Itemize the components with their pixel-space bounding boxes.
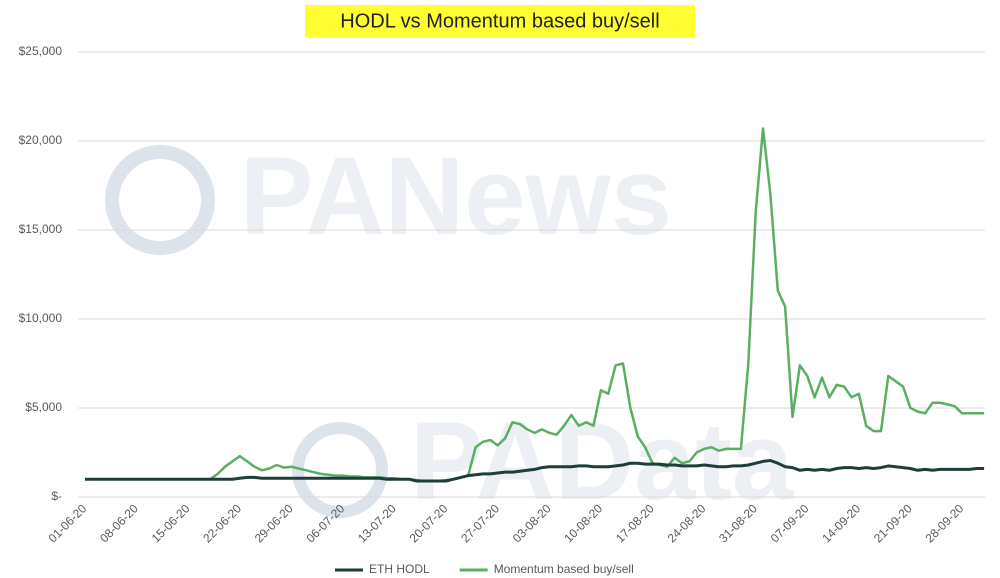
y-tick-label: $25,000: [19, 44, 63, 58]
x-tick-label: 29-06-20: [252, 501, 296, 545]
y-tick-label: $15,000: [19, 222, 63, 236]
x-tick-label: 14-09-20: [819, 501, 863, 545]
x-tick-label: 21-09-20: [871, 501, 915, 545]
x-tick-label: 22-06-20: [200, 501, 244, 545]
chart-title: HODL vs Momentum based buy/sell: [340, 10, 659, 32]
y-tick-label: $20,000: [19, 133, 63, 147]
watermark: PANews: [240, 135, 672, 258]
watermark-logo: [105, 145, 215, 255]
x-tick-label: 08-06-20: [97, 501, 141, 545]
y-tick-label: $-: [51, 489, 62, 503]
title-highlight: [305, 5, 695, 37]
y-tick-label: $5,000: [25, 400, 62, 414]
legend-label: Momentum based buy/sell: [494, 562, 634, 576]
watermark-layer: PANews PAData: [105, 135, 794, 523]
series-line: [85, 127, 985, 483]
x-tick-label: 01-06-20: [45, 501, 89, 545]
y-tick-label: $10,000: [19, 311, 63, 325]
watermark-logo: [292, 422, 388, 518]
x-tick-label: 28-09-20: [923, 501, 967, 545]
legend-label: ETH HODL: [369, 562, 430, 576]
series-line: [85, 459, 985, 483]
x-tick-label: 15-06-20: [149, 501, 193, 545]
watermark: PAData: [410, 400, 794, 523]
